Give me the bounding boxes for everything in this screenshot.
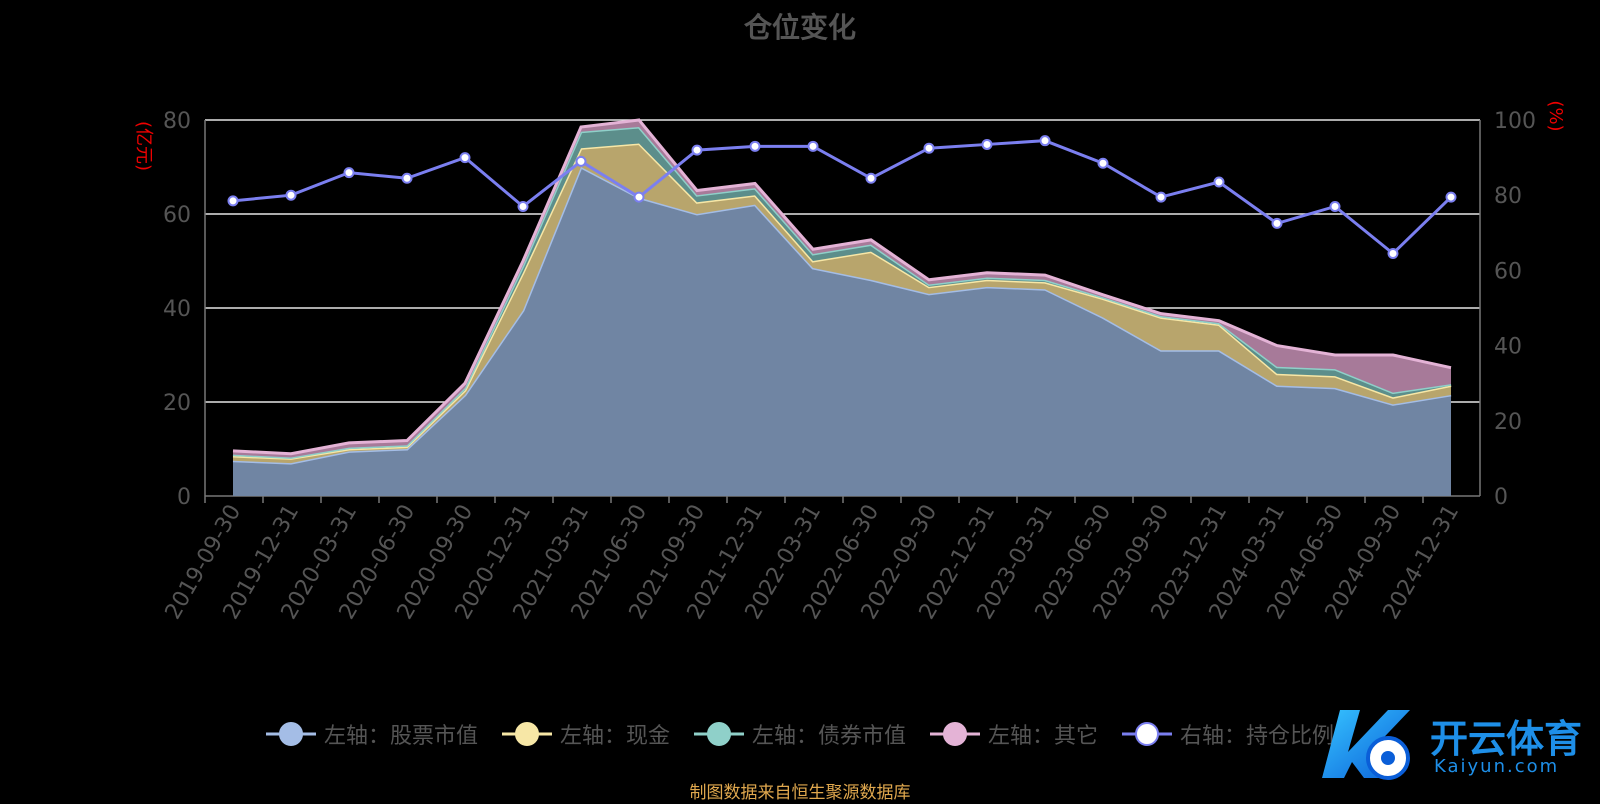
area-line-4: [232, 118, 1452, 456]
chart-title: 仓位变化: [743, 11, 856, 44]
holding-ratio-point: [981, 138, 993, 150]
legend-item[interactable]: 左轴：其它: [930, 718, 1098, 750]
y-left-tick-label: 20: [163, 391, 191, 416]
holding-ratio-point: [459, 152, 471, 164]
holding-ratio-point: [865, 172, 877, 184]
legend-item[interactable]: 左轴：股票市值: [265, 718, 478, 750]
legend-marker-icon: [693, 722, 744, 746]
holding-ratio-point: [575, 155, 587, 167]
holding-ratio-point: [923, 142, 935, 154]
watermark-text: 开云体育: [1430, 717, 1583, 761]
y-left-tick-label: 40: [163, 297, 191, 322]
legend-item[interactable]: 左轴：现金: [501, 718, 670, 750]
holding-ratio-point: [633, 191, 645, 203]
legend-marker-icon: [1122, 722, 1173, 746]
holding-ratio-line: [232, 139, 1453, 256]
y-right-tick-label: 80: [1494, 184, 1522, 209]
holding-ratio-point: [401, 172, 413, 184]
y-left-tick-label: 80: [163, 109, 191, 134]
legend: 左轴：股票市值 左轴：现金 左轴：债券市值 左轴：其它 右轴：持仓比例: [0, 718, 1600, 750]
legend-item[interactable]: 右轴：持仓比例: [1122, 718, 1334, 750]
legend-label: 左轴：其它: [988, 724, 1099, 749]
y-right-tick-label: 0: [1494, 485, 1508, 510]
y-right-axis-label: (%): [1545, 100, 1566, 131]
holding-ratio-point: [1097, 157, 1109, 169]
holding-ratio-point: [1271, 217, 1283, 229]
holding-ratio-point: [691, 144, 703, 156]
holding-ratio-point: [1155, 191, 1167, 203]
kaiyun-logo-icon: [1322, 710, 1410, 780]
legend-marker-icon: [930, 722, 980, 746]
y-left-tick-label: 60: [163, 203, 191, 228]
legend-label: 右轴：持仓比例: [1180, 724, 1335, 749]
legend-marker-icon: [501, 722, 552, 746]
legend-label: 左轴：债券市值: [751, 724, 906, 749]
holding-ratio-point: [749, 140, 761, 152]
area-1: [233, 167, 1451, 496]
y-right-tick-label: 100: [1494, 109, 1536, 134]
watermark-subtext: Kaiyun.com: [1434, 756, 1560, 777]
holding-ratio-point: [227, 195, 239, 207]
y-right-tick-label: 20: [1494, 410, 1522, 435]
holding-ratio-point: [807, 140, 819, 152]
holding-ratio-point: [1213, 176, 1225, 188]
y-left-tick-label: 0: [177, 485, 191, 510]
watermark-logo: 开云体育 Kaiyun.com: [1310, 700, 1590, 790]
holding-ratio-point: [1039, 135, 1051, 147]
source-note: 制图数据来自恒生聚源数据库: [689, 783, 911, 803]
holding-ratio-point: [285, 189, 297, 201]
holding-ratio-point: [517, 200, 529, 212]
holding-ratio-point: [343, 167, 355, 179]
legend-label: 左轴：现金: [559, 724, 670, 749]
legend-label: 左轴：股票市值: [323, 724, 478, 749]
y-right-tick-label: 40: [1494, 335, 1522, 360]
y-right-tick-label: 60: [1494, 259, 1522, 284]
holding-ratio-point: [1445, 191, 1457, 203]
y-left-axis-label: (亿元): [133, 121, 154, 171]
legend-marker-icon: [265, 722, 316, 746]
legend-item[interactable]: 左轴：债券市值: [693, 718, 906, 750]
holding-ratio-point: [1329, 200, 1341, 212]
holding-ratio-point: [1387, 247, 1399, 259]
